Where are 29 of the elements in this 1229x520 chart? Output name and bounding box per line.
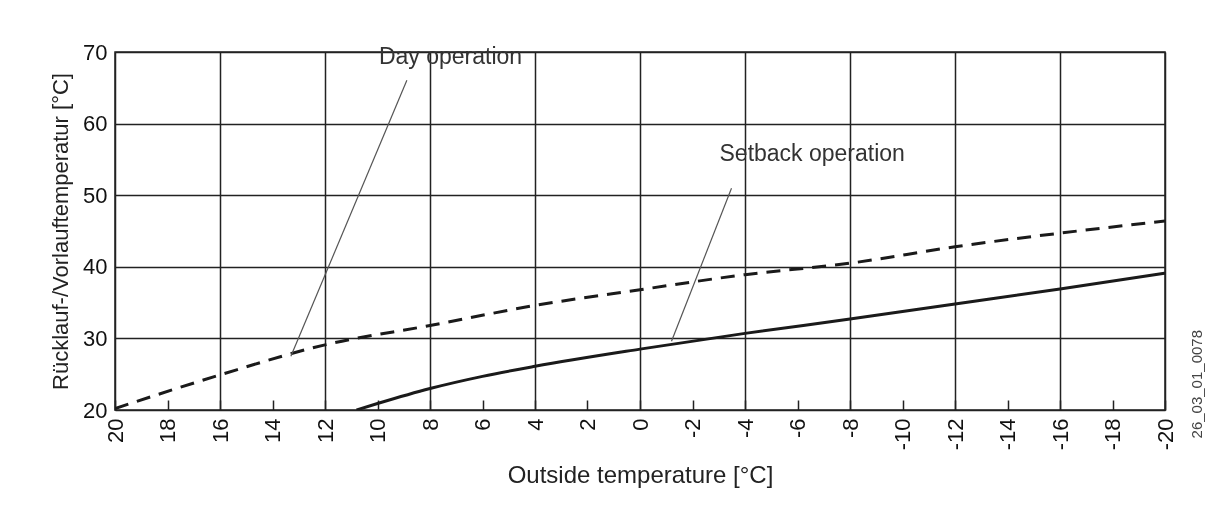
- x-tick-label: 16: [207, 418, 233, 443]
- x-tick-label: -4: [732, 418, 758, 439]
- y-tick-label: 40: [83, 254, 108, 280]
- y-axis-title: Rücklauf-/Vorlauftemperatur [°C]: [48, 73, 74, 390]
- x-tick-label: -2: [680, 418, 705, 439]
- y-tick-label: 70: [83, 39, 108, 65]
- y-tick-label: 60: [83, 111, 108, 137]
- x-tick-label: -16: [1047, 418, 1073, 451]
- x-tick-label: 20: [102, 418, 128, 443]
- x-tick-label: -14: [995, 418, 1020, 451]
- x-tick-label: 2: [575, 418, 600, 431]
- text: 26_03_01_0078: [1188, 330, 1205, 439]
- x-tick-label: 8: [417, 418, 443, 431]
- x-tick-label: 18: [155, 418, 180, 443]
- x-tick-label: -20: [1152, 418, 1178, 451]
- x-tick-label: 6: [470, 418, 495, 431]
- x-tick-label: -12: [942, 418, 968, 451]
- x-tick-label: 0: [627, 418, 653, 431]
- x-tick-label: -8: [837, 418, 863, 439]
- y-tick-label: 50: [83, 182, 108, 208]
- x-tick-label: -18: [1100, 418, 1125, 451]
- y-tick-label: 30: [83, 325, 108, 351]
- x-tick-label: 14: [260, 418, 285, 443]
- x-tick-label: -10: [890, 418, 915, 451]
- x-tick-label: 10: [365, 418, 390, 443]
- x-tick-label: 12: [312, 418, 338, 443]
- x-tick-label: 4: [522, 418, 548, 431]
- x-axis-title: Outside temperature [°C]: [507, 461, 774, 489]
- x-tick-label: -6: [785, 418, 810, 439]
